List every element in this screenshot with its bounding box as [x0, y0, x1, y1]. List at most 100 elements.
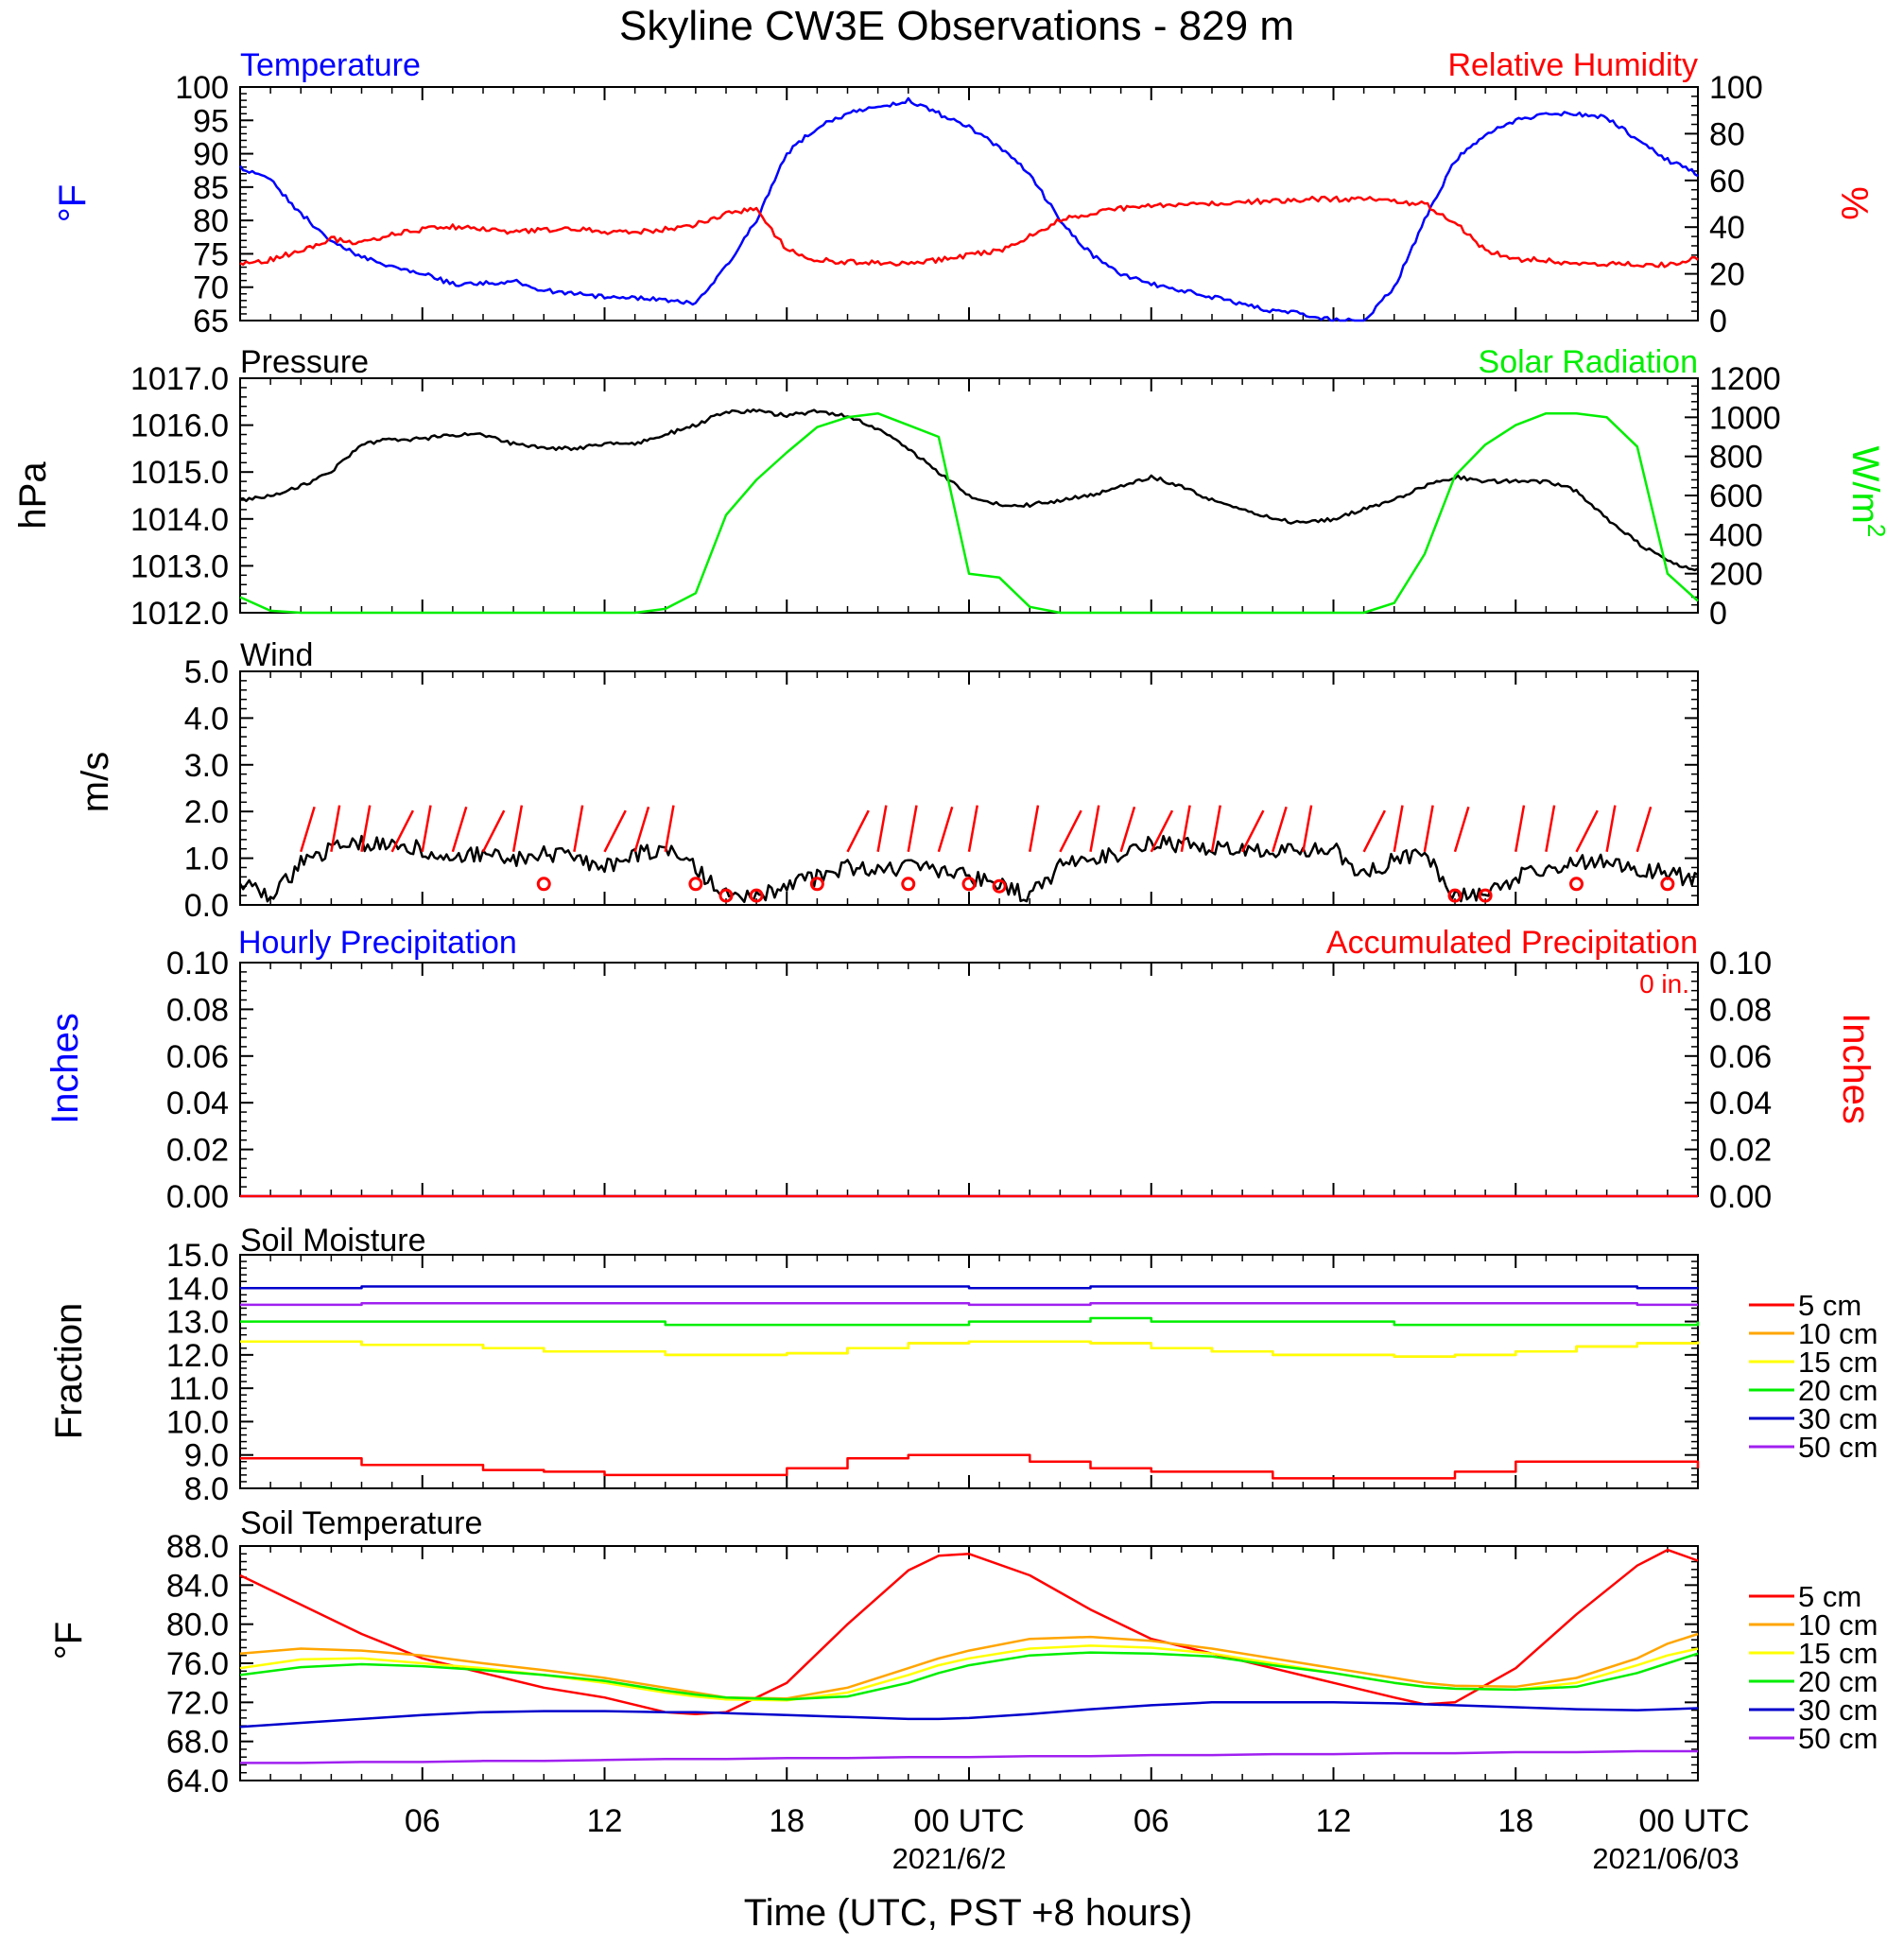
soil-moisture-series-50-cm: [240, 1301, 1698, 1307]
precipitation-right-axis-tick-label: 0.06: [1709, 1039, 1772, 1075]
pressure-solar-series-solar-radiation: [239, 411, 1699, 615]
wind-barb: [1029, 805, 1040, 852]
precipitation-left-axis-tick-label: 0.10: [166, 946, 229, 982]
wind-barb: [1272, 806, 1288, 853]
temperature-humidity-right-axis-tick-label: 100: [1709, 70, 1763, 106]
wind-barb: [1636, 806, 1653, 853]
soil-moisture-legend-label: 50 cm: [1798, 1431, 1878, 1464]
precipitation-right-axis-tick-label: 0.10: [1709, 946, 1772, 982]
temperature-humidity-right-axis-tick-label: 40: [1709, 210, 1745, 246]
soil-temperature-series-15-cm: [239, 1644, 1699, 1702]
precipitation-left-axis-tick-label: 0.06: [166, 1039, 229, 1075]
soil-temperature-legend-label: 20 cm: [1798, 1665, 1878, 1698]
wind-barb: [511, 805, 524, 852]
soil-moisture-left-axis-tick-label: 13.0: [166, 1305, 229, 1341]
soil-temperature-legend-label: 5 cm: [1798, 1580, 1861, 1613]
x-tick-label: 12: [587, 1803, 623, 1839]
wind-barb: [390, 809, 414, 853]
wind-barb: [1059, 809, 1082, 853]
soil-temperature-series-30-cm: [239, 1701, 1699, 1729]
wind-barb: [846, 809, 870, 853]
solar-axis-superscript: 2: [1862, 524, 1891, 537]
wind-barb: [421, 805, 432, 852]
plot-frame: [239, 670, 1699, 906]
soil-moisture-left-axis-tick-label: 10.0: [166, 1404, 229, 1440]
temperature-humidity-left-axis-tick-label: 65: [193, 304, 229, 339]
pressure-solar-right-axis-tick-label: 800: [1709, 440, 1763, 476]
precip-left-axis-label: Inches: [44, 1013, 86, 1124]
x-tick-label: 18: [769, 1803, 805, 1839]
soil-temperature-legend-label: 10 cm: [1798, 1608, 1878, 1642]
x-tick-label: 00 UTC: [1638, 1803, 1749, 1839]
wind-barb: [1089, 805, 1100, 852]
precip-annotation: 0 in.: [1639, 969, 1689, 999]
plot-layer: 100959085807570651008060402001017.01016.…: [130, 70, 1878, 1839]
soil-temperature-legend-label: 30 cm: [1798, 1694, 1878, 1727]
temperature-humidity-right-axis-tick-label: 0: [1709, 304, 1727, 339]
precipitation-left-axis-tick-label: 0.08: [166, 992, 229, 1028]
temperature-title: Temperature: [240, 47, 421, 83]
wind-barb: [1180, 805, 1191, 852]
pressure-axis-label: hPa: [12, 461, 54, 530]
temperature-humidity-left-axis-tick-label: 70: [193, 270, 229, 306]
pressure-solar-left-axis-tick-label: 1017.0: [130, 361, 229, 397]
precipitation-right-axis-tick-label: 0.04: [1709, 1086, 1772, 1121]
x-date-label-2: 2021/06/03: [1592, 1842, 1739, 1875]
temperature-humidity-left-axis-tick-label: 85: [193, 170, 229, 206]
pressure-solar-right-axis-tick-label: 1200: [1709, 361, 1781, 397]
pressure-solar-right-axis-tick-label: 0: [1709, 596, 1727, 632]
wind-calm-marker: [536, 877, 551, 892]
wind-calm-marker: [1660, 877, 1675, 892]
wind-barb: [481, 809, 506, 853]
wind-barb: [1575, 809, 1599, 853]
plot-frame: [239, 1545, 1699, 1781]
precipitation-right-axis-tick-label: 0.00: [1709, 1179, 1772, 1215]
soil-moisture-left-axis-tick-label: 14.0: [166, 1271, 229, 1307]
pressure-solar-left-axis-tick-label: 1012.0: [130, 596, 229, 632]
hourly-precip-title: Hourly Precipitation: [238, 925, 517, 961]
wind-barb: [1393, 805, 1404, 852]
soil-temperature-axis-label: °F: [48, 1622, 90, 1659]
wind-barb: [1241, 809, 1265, 853]
wind-barb: [664, 805, 675, 852]
soil-temperature-series-20-cm: [239, 1651, 1699, 1701]
precipitation-left-axis-tick-label: 0.02: [166, 1133, 229, 1169]
temperature-humidity-right-axis-tick-label: 20: [1709, 257, 1745, 293]
wind-left-axis-tick-label: 4.0: [184, 701, 229, 737]
solar-title: Solar Radiation: [1479, 344, 1698, 380]
pressure-solar-left-axis-tick-label: 1013.0: [130, 548, 229, 584]
accum-precip-title: Accumulated Precipitation: [1326, 925, 1698, 961]
temperature-humidity-series-temperature: [238, 96, 1699, 322]
temperature-humidity-right-axis-tick-label: 60: [1709, 164, 1745, 200]
wind-calm-marker: [992, 878, 1007, 894]
temperature-axis-label: °F: [52, 184, 94, 222]
wind-left-axis-tick-label: 2.0: [184, 794, 229, 830]
soil-temperature-left-axis-tick-label: 84.0: [166, 1568, 229, 1604]
soil-temperature-left-axis-tick-label: 68.0: [166, 1725, 229, 1761]
wind-calm-marker: [718, 888, 734, 903]
soil-moisture-series-15-cm: [240, 1340, 1700, 1358]
wind-axis-label: m/s: [75, 752, 116, 812]
soil-temperature-title: Soil Temperature: [240, 1505, 482, 1541]
soil-moisture-title: Soil Moisture: [240, 1223, 426, 1259]
x-tick-label: 18: [1497, 1803, 1533, 1839]
wind-barb: [876, 805, 888, 852]
temperature-humidity-left-axis-tick-label: 80: [193, 203, 229, 239]
x-axis-label: Time (UTC, PST +8 hours): [744, 1892, 1193, 1934]
wind-barb: [907, 805, 918, 852]
soil-moisture-axis-label: Fraction: [48, 1303, 90, 1440]
wind-barb: [1453, 806, 1470, 853]
soil-moisture-series-20-cm: [240, 1316, 1700, 1327]
x-tick-label: 00 UTC: [913, 1803, 1024, 1839]
wind-left-axis-tick-label: 1.0: [184, 842, 229, 877]
soil-temperature-series-10-cm: [239, 1632, 1699, 1700]
wind-barb: [603, 809, 627, 853]
humidity-title: Relative Humidity: [1447, 47, 1698, 83]
soil-temperature-left-axis-tick-label: 72.0: [166, 1685, 229, 1721]
figure-title: Skyline CW3E Observations - 829 m: [619, 3, 1294, 49]
pressure-title: Pressure: [240, 344, 369, 380]
temperature-humidity-left-axis-tick-label: 90: [193, 137, 229, 173]
wind-barb: [633, 806, 650, 853]
wind-barb: [1150, 809, 1174, 853]
